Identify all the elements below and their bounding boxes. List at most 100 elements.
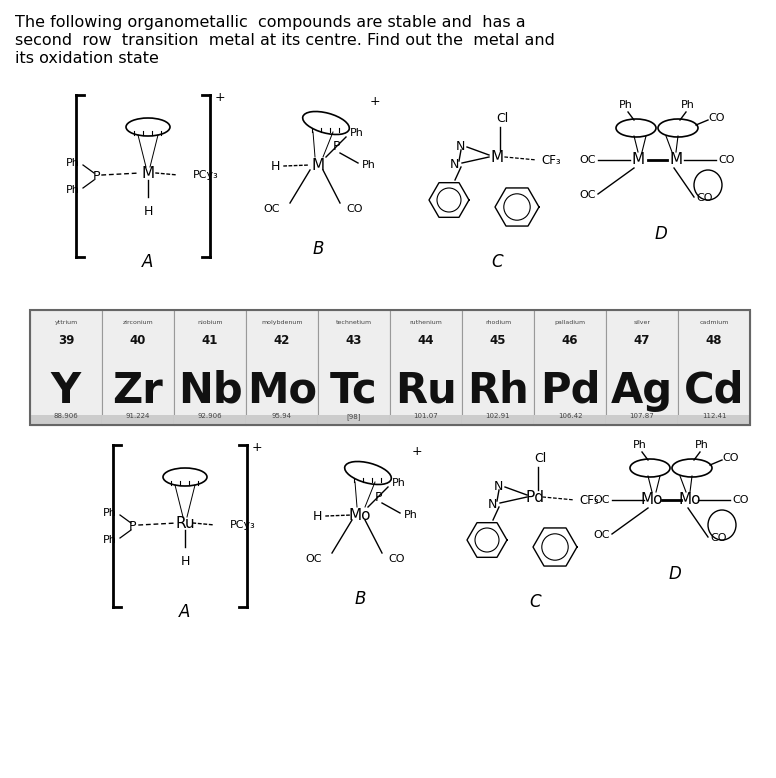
Text: ruthenium: ruthenium <box>410 320 442 325</box>
Text: D: D <box>655 225 667 243</box>
Bar <box>30 310 102 425</box>
Text: its oxidation state: its oxidation state <box>15 51 159 66</box>
Text: P: P <box>332 141 340 153</box>
Text: 101.07: 101.07 <box>414 413 438 419</box>
Text: second  row  transition  metal at its centre. Find out the  metal and: second row transition metal at its centr… <box>15 33 555 48</box>
Text: Pd: Pd <box>540 370 601 412</box>
Text: OC: OC <box>594 495 610 505</box>
Text: rhodium: rhodium <box>485 320 511 325</box>
Text: 107.87: 107.87 <box>629 413 654 419</box>
Text: Cl: Cl <box>496 112 508 125</box>
Bar <box>102 415 174 425</box>
Text: A: A <box>179 603 191 621</box>
Text: CO: CO <box>732 495 749 505</box>
Text: 95.94: 95.94 <box>272 413 292 419</box>
Text: zirconium: zirconium <box>123 320 154 325</box>
Text: 102.91: 102.91 <box>486 413 511 419</box>
Text: 42: 42 <box>274 334 290 347</box>
Bar <box>174 310 246 425</box>
Text: 91.224: 91.224 <box>126 413 151 419</box>
Text: D: D <box>669 565 681 583</box>
Text: Ph: Ph <box>619 100 633 110</box>
Text: 88.906: 88.906 <box>54 413 78 419</box>
Text: H: H <box>180 555 189 568</box>
Text: molybdenum: molybdenum <box>262 320 303 325</box>
Text: niobium: niobium <box>197 320 223 325</box>
Text: Ru: Ru <box>395 370 457 412</box>
Text: 106.42: 106.42 <box>558 413 582 419</box>
Text: Ph: Ph <box>392 478 406 488</box>
Bar <box>30 310 750 425</box>
Text: Pd: Pd <box>525 489 545 504</box>
Bar <box>462 310 534 425</box>
Text: Mo: Mo <box>348 507 371 523</box>
Text: CO: CO <box>388 554 404 564</box>
Text: OC: OC <box>264 204 280 214</box>
Bar <box>606 310 678 425</box>
Text: Ph: Ph <box>695 440 709 450</box>
Text: Ph: Ph <box>362 160 376 170</box>
Text: A: A <box>142 253 154 271</box>
Text: Mo: Mo <box>679 492 702 507</box>
Text: H: H <box>144 205 153 218</box>
Bar <box>174 415 246 425</box>
Text: 92.906: 92.906 <box>198 413 222 419</box>
Text: 43: 43 <box>346 334 362 347</box>
Text: CO: CO <box>696 193 712 203</box>
Text: yttrium: yttrium <box>54 320 78 325</box>
Text: 44: 44 <box>417 334 435 347</box>
Text: Ph: Ph <box>633 440 647 450</box>
Text: Ru: Ru <box>175 516 195 531</box>
Text: +: + <box>370 95 380 108</box>
Bar <box>534 310 606 425</box>
Text: N: N <box>487 499 497 511</box>
Text: CF₃: CF₃ <box>579 495 598 507</box>
Text: Zr: Zr <box>113 370 164 412</box>
Text: M: M <box>670 152 683 167</box>
Text: CO: CO <box>710 533 726 543</box>
Text: Ph: Ph <box>404 510 417 520</box>
Bar <box>246 415 318 425</box>
Text: Mo: Mo <box>247 370 317 412</box>
Text: Cl: Cl <box>534 452 546 465</box>
Bar <box>102 310 174 425</box>
Text: 45: 45 <box>490 334 506 347</box>
Text: The following organometallic  compounds are stable and  has a: The following organometallic compounds a… <box>15 15 525 30</box>
Text: H: H <box>313 510 322 524</box>
Text: [98]: [98] <box>347 413 362 420</box>
Text: +: + <box>412 445 423 458</box>
Bar <box>390 310 462 425</box>
Text: 40: 40 <box>130 334 146 347</box>
Bar <box>30 415 102 425</box>
Text: Nb: Nb <box>178 370 242 412</box>
Text: M: M <box>141 166 154 180</box>
Text: M: M <box>311 157 324 173</box>
Text: 112.41: 112.41 <box>702 413 726 419</box>
Text: Cd: Cd <box>684 370 744 412</box>
Text: 47: 47 <box>634 334 650 347</box>
Text: PCy₃: PCy₃ <box>193 170 219 180</box>
Text: N: N <box>449 159 459 171</box>
Text: M: M <box>632 152 645 167</box>
Text: P: P <box>130 520 137 534</box>
Bar <box>678 415 750 425</box>
Bar <box>318 415 390 425</box>
Text: +: + <box>252 441 262 454</box>
Text: P: P <box>92 170 100 184</box>
Bar <box>678 310 750 425</box>
Text: Ph: Ph <box>103 535 117 545</box>
Text: Rh: Rh <box>467 370 529 412</box>
Text: 48: 48 <box>705 334 722 347</box>
Text: B: B <box>355 590 365 608</box>
Text: Tc: Tc <box>330 370 378 412</box>
Text: CO: CO <box>708 113 725 123</box>
Bar <box>318 310 390 425</box>
Text: Ph: Ph <box>66 185 80 195</box>
Text: Y: Y <box>51 370 81 412</box>
Text: OC: OC <box>580 155 596 165</box>
Text: CO: CO <box>722 453 739 463</box>
Text: cadmium: cadmium <box>699 320 729 325</box>
Bar <box>606 415 678 425</box>
Text: +: + <box>215 91 226 104</box>
Text: CF₃: CF₃ <box>541 155 560 167</box>
